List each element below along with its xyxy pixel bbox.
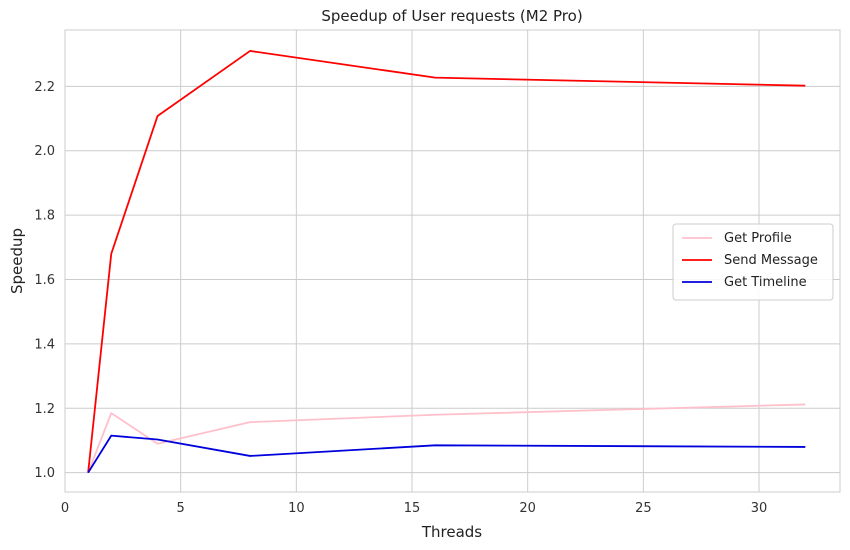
y-axis-title: Speedup (8, 228, 26, 294)
series-layer (87, 50, 806, 474)
y-tick-label: 1.2 (34, 402, 55, 417)
x-axis-title: Threads (421, 523, 482, 541)
y-tick-label: 1.0 (34, 466, 55, 481)
y-tick-label: 1.6 (34, 273, 55, 288)
tick-labels: 0 5 10 15 20 25 30 1.0 1.2 1.4 1.6 1.8 2.0 2.2 (34, 80, 767, 516)
series-line-get-profile (87, 403, 806, 474)
x-tick-label: 10 (288, 501, 305, 516)
x-tick-label: 15 (404, 501, 421, 516)
x-tick-label: 5 (177, 501, 185, 516)
legend-label-get-timeline: Get Timeline (724, 275, 807, 290)
legend: Get Profile Send Message Get Timeline (672, 223, 834, 301)
grid (64, 30, 840, 492)
plot-area (64, 29, 841, 493)
legend-label-get-profile: Get Profile (724, 231, 792, 246)
x-tick-label: 20 (519, 501, 536, 516)
y-tick-label: 1.8 (34, 209, 55, 224)
legend-label-send-message: Send Message (724, 253, 818, 268)
y-tick-label: 2.2 (34, 80, 55, 95)
x-tick-label: 0 (61, 501, 69, 516)
series-line-get-timeline (87, 434, 806, 474)
x-tick-label: 25 (635, 501, 652, 516)
legend-box (672, 223, 834, 301)
y-tick-label: 1.4 (34, 337, 55, 352)
x-tick-label: 30 (751, 501, 768, 516)
y-tick-label: 2.0 (34, 144, 55, 159)
series-line-send-message (87, 50, 806, 473)
chart-title: Speedup of User requests (M2 Pro) (321, 7, 582, 25)
